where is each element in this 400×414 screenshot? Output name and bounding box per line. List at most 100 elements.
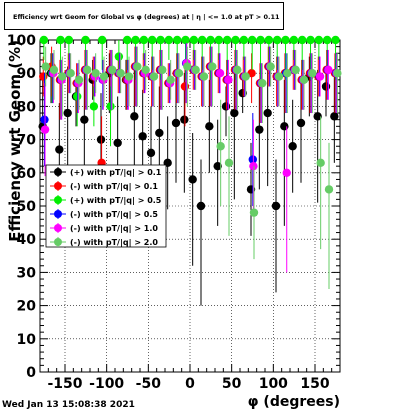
data-point <box>273 35 282 45</box>
data-point <box>255 125 264 134</box>
data-point <box>241 72 250 81</box>
data-point <box>74 75 84 85</box>
data-point <box>166 75 175 85</box>
data-point <box>89 102 99 111</box>
data-point <box>191 65 200 75</box>
y-axis-label: Efficiency wrt Geom (%) <box>6 40 24 242</box>
data-point <box>256 35 265 45</box>
data-point <box>73 92 82 101</box>
data-point <box>56 35 65 45</box>
data-point <box>99 72 109 81</box>
data-point <box>116 69 125 78</box>
x-tick-label: -50 <box>136 376 162 392</box>
data-point <box>83 65 92 75</box>
legend-label: (+) with pT/|q| > 0.5 <box>70 196 162 205</box>
data-point <box>180 82 190 91</box>
y-tick-label: 50 <box>17 199 37 215</box>
data-point <box>149 72 159 81</box>
data-point <box>214 35 224 45</box>
data-point <box>314 35 324 45</box>
data-point <box>180 115 189 124</box>
data-point <box>263 108 272 118</box>
y-tick-label: 20 <box>17 299 37 315</box>
data-point <box>41 62 50 71</box>
data-point <box>223 35 232 45</box>
y-tick-label: 80 <box>17 99 37 115</box>
data-point <box>49 65 59 75</box>
data-point <box>308 69 317 78</box>
legend-marker <box>54 210 62 218</box>
x-tick-label: 0 <box>185 376 195 392</box>
data-point <box>66 69 75 78</box>
data-point <box>40 115 49 124</box>
data-point <box>224 158 234 168</box>
data-point <box>131 35 140 45</box>
data-point <box>113 138 122 148</box>
data-point <box>81 35 90 45</box>
data-point <box>233 65 242 75</box>
data-point <box>58 72 67 81</box>
y-tick-label: 90 <box>17 66 37 82</box>
y-tick-label: 60 <box>17 166 37 182</box>
data-point <box>230 108 239 118</box>
data-point <box>188 175 197 184</box>
x-tick-label: 150 <box>300 376 329 392</box>
data-point <box>333 69 342 78</box>
x-tick-label: 100 <box>259 376 288 392</box>
data-point <box>324 185 334 194</box>
data-point <box>206 35 215 45</box>
data-point <box>146 148 156 158</box>
data-point <box>64 35 74 45</box>
data-point <box>114 52 124 61</box>
data-point <box>108 65 117 75</box>
y-tick-label: 0 <box>26 365 36 381</box>
data-point <box>106 102 115 111</box>
data-point <box>258 78 267 88</box>
data-point <box>274 72 284 81</box>
data-point <box>315 72 325 81</box>
data-point <box>133 62 142 71</box>
data-point <box>40 125 50 134</box>
data-point <box>213 161 222 171</box>
data-point <box>208 62 217 71</box>
data-point <box>266 62 275 71</box>
legend-marker <box>54 182 62 190</box>
legend-label: (-) with pT/|q| > 0.1 <box>70 182 158 191</box>
data-point <box>271 201 281 211</box>
data-point <box>155 128 164 138</box>
data-point <box>221 102 231 111</box>
data-point <box>288 142 297 151</box>
y-tick-label: 10 <box>17 332 37 348</box>
data-point <box>224 75 233 85</box>
x-axis-label: φ (degrees) <box>248 394 340 410</box>
data-point <box>248 155 257 164</box>
data-point <box>130 112 139 121</box>
data-point <box>316 158 325 168</box>
data-point <box>156 35 165 45</box>
data-point <box>183 62 192 71</box>
legend-marker <box>54 168 62 176</box>
data-point <box>231 35 240 45</box>
data-point <box>91 69 100 78</box>
legend-marker <box>54 196 62 204</box>
data-point <box>189 35 199 45</box>
data-point <box>291 65 300 75</box>
data-point <box>173 35 182 45</box>
data-point <box>216 142 225 151</box>
x-tick-label: 50 <box>222 376 242 392</box>
data-point <box>249 208 259 217</box>
y-tick-label: 70 <box>17 133 37 149</box>
data-point <box>138 132 147 141</box>
x-tick-label: -100 <box>89 376 124 392</box>
legend-label: (-) with pT/|q| > 0.5 <box>70 210 158 219</box>
data-point <box>174 69 184 78</box>
data-point <box>205 122 214 131</box>
legend-label: (-) with pT/|q| > 1.0 <box>70 224 158 233</box>
timestamp: Wed Jan 13 15:08:38 2021 <box>2 400 135 410</box>
data-point <box>171 118 181 128</box>
x-tick-label: -150 <box>47 376 82 392</box>
data-point <box>283 69 292 78</box>
data-point <box>158 65 167 75</box>
data-point <box>148 35 157 45</box>
